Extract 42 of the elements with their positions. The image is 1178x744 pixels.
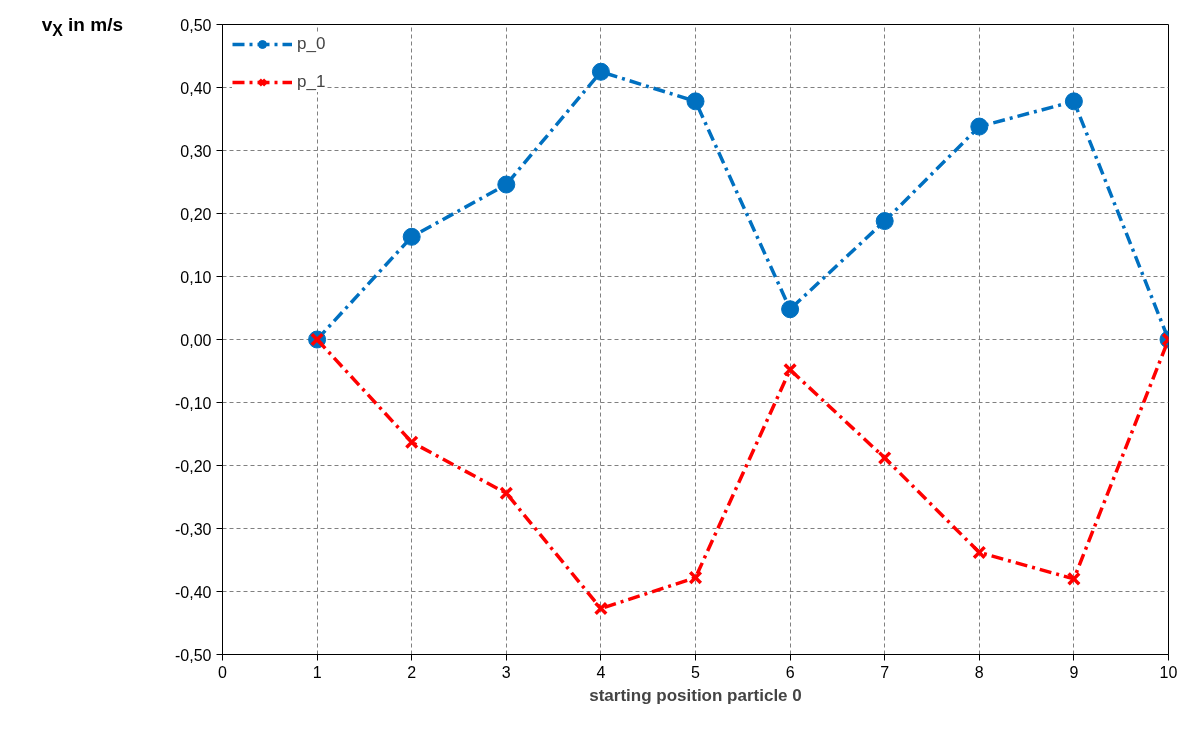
y-tick-label: -0,30	[175, 520, 212, 538]
point	[686, 92, 705, 111]
point	[593, 601, 608, 616]
x-tick-label: 6	[785, 663, 795, 681]
x-tick-label: 8	[974, 663, 984, 681]
x-tick-label: 7	[880, 663, 890, 681]
x-tick-label: 9	[1069, 663, 1079, 681]
point	[781, 300, 800, 319]
y-tick-label: 0,20	[180, 205, 212, 223]
point	[688, 570, 703, 585]
point	[970, 117, 989, 136]
y-axis-title: v$_{X}$ in m/s	[40, 13, 123, 41]
x-tick-label: 3	[501, 663, 511, 681]
point	[499, 486, 514, 501]
y-tick-label: 0,00	[180, 331, 212, 349]
point	[1066, 571, 1081, 586]
point	[402, 227, 421, 246]
y-tick-label: -0,20	[175, 457, 212, 475]
x-tick-label: 1	[312, 663, 322, 681]
y-tick-label: 0,30	[180, 142, 212, 160]
x-axis-title: starting position particle 0	[589, 685, 802, 705]
x-tick-label: 0	[218, 663, 228, 681]
x-tick-label: 10	[1159, 663, 1178, 681]
point	[972, 545, 987, 560]
point	[591, 62, 610, 81]
y-tick-label: 0,40	[180, 79, 212, 97]
legend-label: p_1	[297, 72, 326, 92]
x-tick-label: 4	[596, 663, 606, 681]
y-tick-label: -0,10	[175, 394, 212, 412]
legend-label: p_0	[297, 34, 326, 54]
point	[497, 175, 516, 194]
point	[1064, 92, 1083, 111]
y-tick-label: 0,50	[180, 16, 212, 34]
point	[783, 362, 798, 377]
y-tick-label: -0,40	[175, 583, 212, 601]
y-tick-label: 0,10	[180, 268, 212, 286]
x-tick-label: 5	[691, 663, 701, 681]
y-tick-label: -0,50	[175, 646, 212, 664]
point	[877, 450, 892, 465]
x-tick-label: 2	[407, 663, 417, 681]
point	[404, 435, 419, 450]
point	[875, 212, 894, 231]
